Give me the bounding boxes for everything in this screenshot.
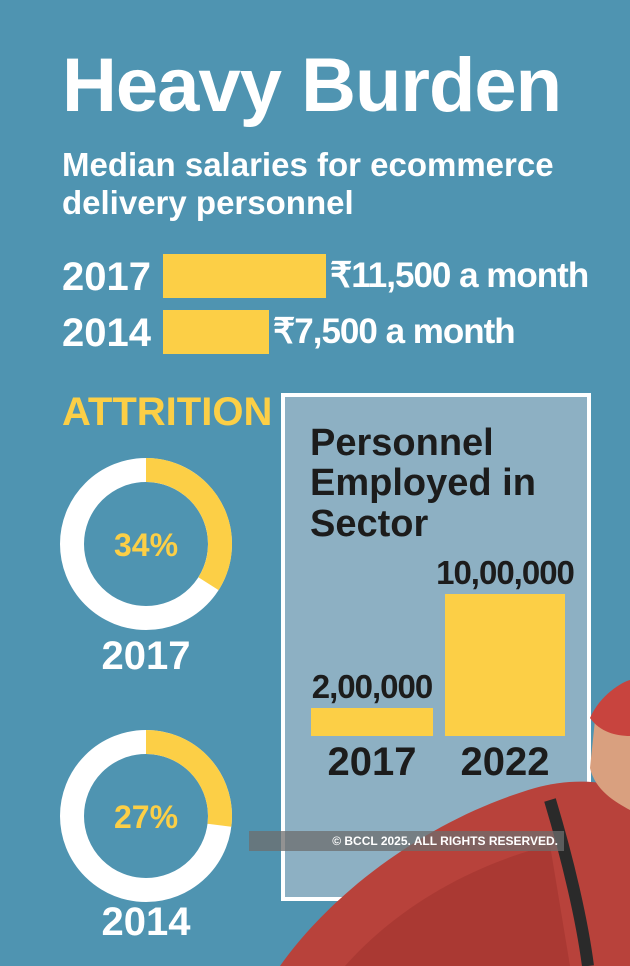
personnel-title: Personnel Employed in Sector — [310, 422, 536, 545]
attrition-title: ATTRITION — [62, 390, 273, 434]
attrition-donut: 27% — [60, 730, 232, 902]
page-title: Heavy Burden — [62, 43, 562, 128]
salary-value-label: ₹11,500 a month — [330, 256, 589, 295]
page-subtitle: Median salaries for ecommerce delivery p… — [62, 146, 554, 221]
salary-bar — [163, 254, 326, 298]
employed-year-label: 2022 — [460, 740, 550, 784]
employed-value-label: 10,00,000 — [436, 554, 575, 591]
delivery-person-image — [280, 680, 630, 966]
employed-bar — [311, 708, 433, 736]
salary-bar — [163, 310, 269, 354]
employed-year-label: 2017 — [327, 740, 417, 784]
donut-percent-label: 27% — [114, 799, 178, 835]
donut-year-label: 2017 — [101, 634, 191, 678]
attrition-donut: 34% — [60, 458, 232, 630]
employed-value-label: 2,00,000 — [311, 668, 433, 705]
donut-percent-label: 34% — [114, 527, 178, 563]
donut-year-label: 2014 — [101, 900, 191, 944]
donut-segment — [145, 730, 232, 827]
copyright-watermark: © BCCL 2025. ALL RIGHTS RESERVED. — [249, 831, 564, 851]
salary-year-label: 2017 — [62, 255, 151, 299]
salary-value-label: ₹7,500 a month — [273, 312, 516, 351]
salary-year-label: 2014 — [62, 311, 151, 355]
employed-bar — [445, 594, 565, 736]
donut-segment — [145, 458, 232, 591]
